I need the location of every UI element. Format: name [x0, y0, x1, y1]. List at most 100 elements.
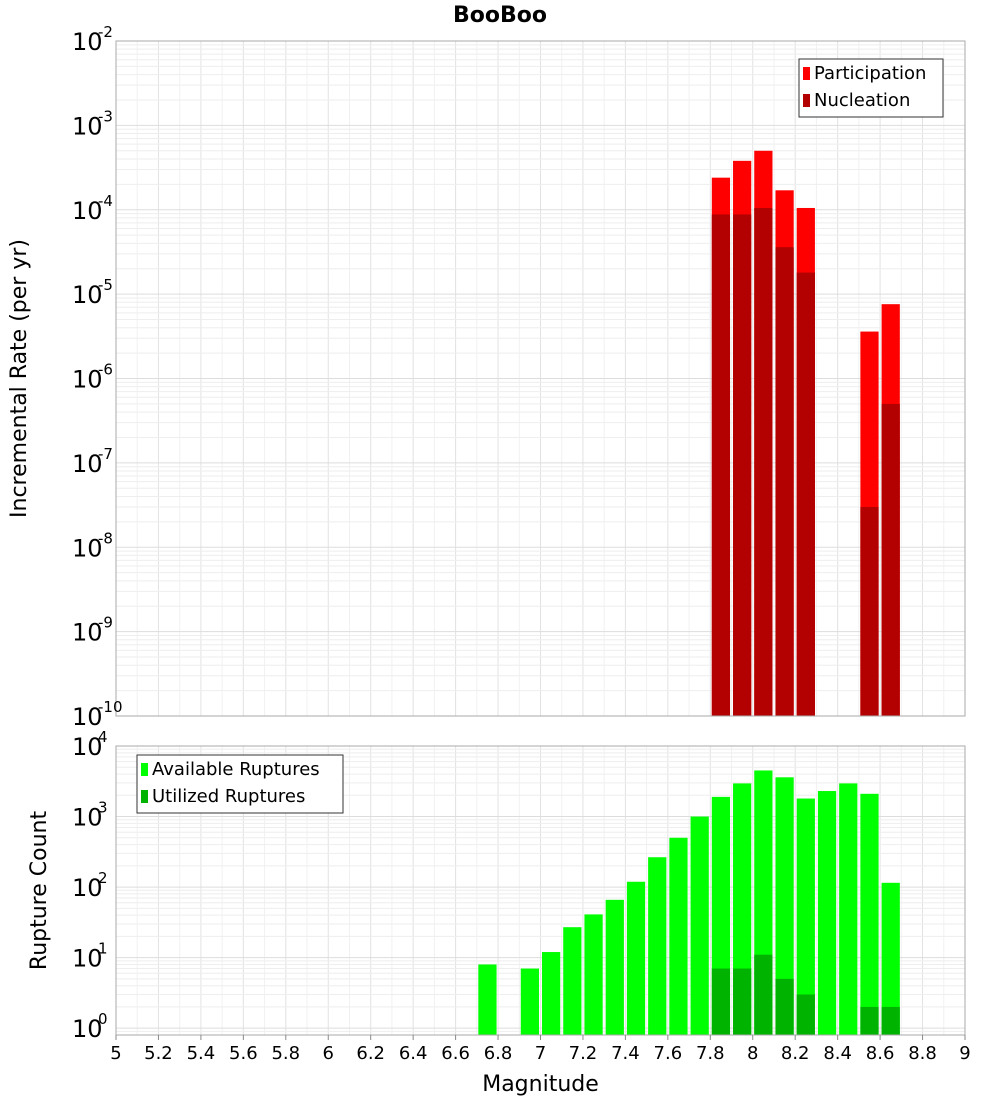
- rate-chart-grid: [115, 40, 966, 717]
- rupture-bar-utilized-ruptures: [754, 954, 773, 1035]
- y-tick-label: 104: [72, 728, 108, 761]
- rupture-bar-available-ruptures: [839, 783, 858, 1035]
- rupture-bar-utilized-ruptures: [860, 1006, 879, 1035]
- x-tick-label: 7.8: [696, 1043, 725, 1064]
- rupture-bar-available-ruptures: [542, 952, 561, 1035]
- rupture-bar-available-ruptures: [796, 798, 815, 1035]
- x-tick-label: 7.2: [569, 1043, 598, 1064]
- x-tick-label: 6.8: [484, 1043, 513, 1064]
- y-tick-exponent: -9: [98, 614, 113, 632]
- rate-chart-frame: [115, 40, 966, 717]
- y-tick-base: 10: [72, 281, 103, 309]
- rupture-count-chart-bars: [478, 770, 900, 1035]
- rupture-count-chart-x-ticks: 5 5.2 5.4 5.6 5.8 6 6.2 6.4 6.6 6.8 7 7.2 7.4 7.6 7.8 8…: [110, 1035, 971, 1064]
- rate-chart: 10-210-310-410-510-610-710-810-910-10 In…: [7, 23, 966, 731]
- y-tick-label: 10-8: [72, 529, 113, 562]
- x-tick-label: 8.4: [823, 1043, 852, 1064]
- y-tick-exponent: 2: [98, 869, 108, 887]
- y-tick-exponent: -8: [98, 529, 113, 547]
- x-tick-label: 8: [747, 1043, 758, 1064]
- y-tick-exponent: -6: [98, 361, 113, 379]
- rate-chart-bars: [711, 150, 900, 717]
- y-tick-base: 10: [72, 874, 103, 902]
- rupture-bar-available-ruptures: [478, 964, 497, 1035]
- y-tick-exponent: -3: [98, 107, 113, 125]
- legend-box: [798, 58, 944, 118]
- rupture-count-chart-legend: Available Ruptures Utilized Ruptures: [136, 754, 344, 814]
- legend-entry: Utilized Ruptures: [152, 786, 305, 807]
- x-tick-label: 7.6: [654, 1043, 683, 1064]
- x-tick-label: 5.8: [271, 1043, 300, 1064]
- y-tick-base: 10: [72, 366, 103, 394]
- legend-entry: Available Ruptures: [152, 759, 320, 780]
- rupture-bar-available-ruptures: [860, 793, 879, 1035]
- legend-entry: Participation: [814, 63, 926, 84]
- rate-bar-nucleation: [796, 272, 815, 716]
- y-tick-label: 10-5: [72, 276, 113, 309]
- legend-entry: Nucleation: [814, 90, 910, 111]
- legend-swatch: [141, 790, 148, 803]
- x-tick-label: 8.2: [781, 1043, 810, 1064]
- y-tick-exponent: 1: [98, 940, 108, 958]
- x-tick-label: 8.6: [866, 1043, 895, 1064]
- y-tick-label: 102: [72, 869, 108, 902]
- x-tick-label: 9: [959, 1043, 970, 1064]
- y-tick-base: 10: [72, 945, 103, 973]
- rate-chart-legend: Participation Nucleation: [798, 58, 944, 118]
- y-tick-exponent: -2: [98, 23, 113, 41]
- x-tick-label: 6.6: [441, 1043, 470, 1064]
- y-tick-label: 10-7: [72, 445, 113, 478]
- rate-chart-y-ticks: 10-210-310-410-510-610-710-810-910-10: [72, 23, 123, 731]
- y-tick-exponent: 0: [98, 1010, 108, 1028]
- rate-bar-nucleation: [733, 214, 752, 717]
- y-tick-base: 10: [72, 619, 103, 647]
- x-tick-label: 5: [110, 1043, 121, 1064]
- rupture-bar-available-ruptures: [648, 857, 667, 1035]
- rate-bar-nucleation: [881, 403, 900, 716]
- y-tick-base: 10: [72, 733, 103, 761]
- y-tick-base: 10: [72, 112, 103, 140]
- y-tick-base: 10: [72, 534, 103, 562]
- legend-swatch: [803, 94, 810, 107]
- y-tick-label: 10-3: [72, 107, 113, 140]
- rupture-bar-utilized-ruptures: [711, 968, 731, 1035]
- y-tick-base: 10: [72, 804, 103, 832]
- chart-title: BooBoo: [453, 3, 547, 28]
- x-axis-label: Magnitude: [482, 1072, 599, 1097]
- rupture-bar-available-ruptures: [584, 914, 603, 1035]
- legend-box: [136, 754, 344, 814]
- x-tick-label: 7: [535, 1043, 546, 1064]
- y-tick-label: 10-10: [72, 698, 123, 731]
- rupture-bar-available-ruptures: [563, 927, 582, 1035]
- y-tick-exponent: -4: [98, 192, 113, 210]
- y-tick-exponent: 4: [98, 728, 108, 746]
- rupture-bar-available-ruptures: [520, 968, 539, 1035]
- x-tick-label: 6.2: [356, 1043, 385, 1064]
- y-tick-base: 10: [72, 1015, 103, 1043]
- y-tick-label: 101: [72, 940, 108, 973]
- x-tick-label: 8.8: [908, 1043, 937, 1064]
- y-tick-label: 103: [72, 799, 108, 832]
- rupture-bar-available-ruptures: [605, 899, 624, 1035]
- y-tick-label: 100: [72, 1010, 108, 1043]
- rupture-bar-utilized-ruptures: [881, 1006, 900, 1035]
- rupture-bar-available-ruptures: [881, 882, 900, 1035]
- y-tick-exponent: -5: [98, 276, 113, 294]
- rupture-bar-utilized-ruptures: [775, 978, 794, 1035]
- rupture-bar-available-ruptures: [690, 816, 709, 1035]
- y-tick-base: 10: [72, 28, 103, 56]
- x-tick-label: 6.4: [399, 1043, 428, 1064]
- y-tick-label: 10-4: [72, 192, 113, 225]
- x-tick-label: 6: [323, 1043, 334, 1064]
- y-tick-exponent: -7: [98, 445, 113, 463]
- y-tick-exponent: 3: [98, 799, 108, 817]
- rupture-bar-utilized-ruptures: [733, 968, 752, 1035]
- rate-chart-y-axis-label: Incremental Rate (per yr): [7, 239, 32, 518]
- y-tick-label: 10-2: [72, 23, 113, 56]
- x-tick-label: 7.4: [611, 1043, 640, 1064]
- rate-bar-nucleation: [775, 247, 794, 716]
- rupture-bar-available-ruptures: [775, 777, 794, 1035]
